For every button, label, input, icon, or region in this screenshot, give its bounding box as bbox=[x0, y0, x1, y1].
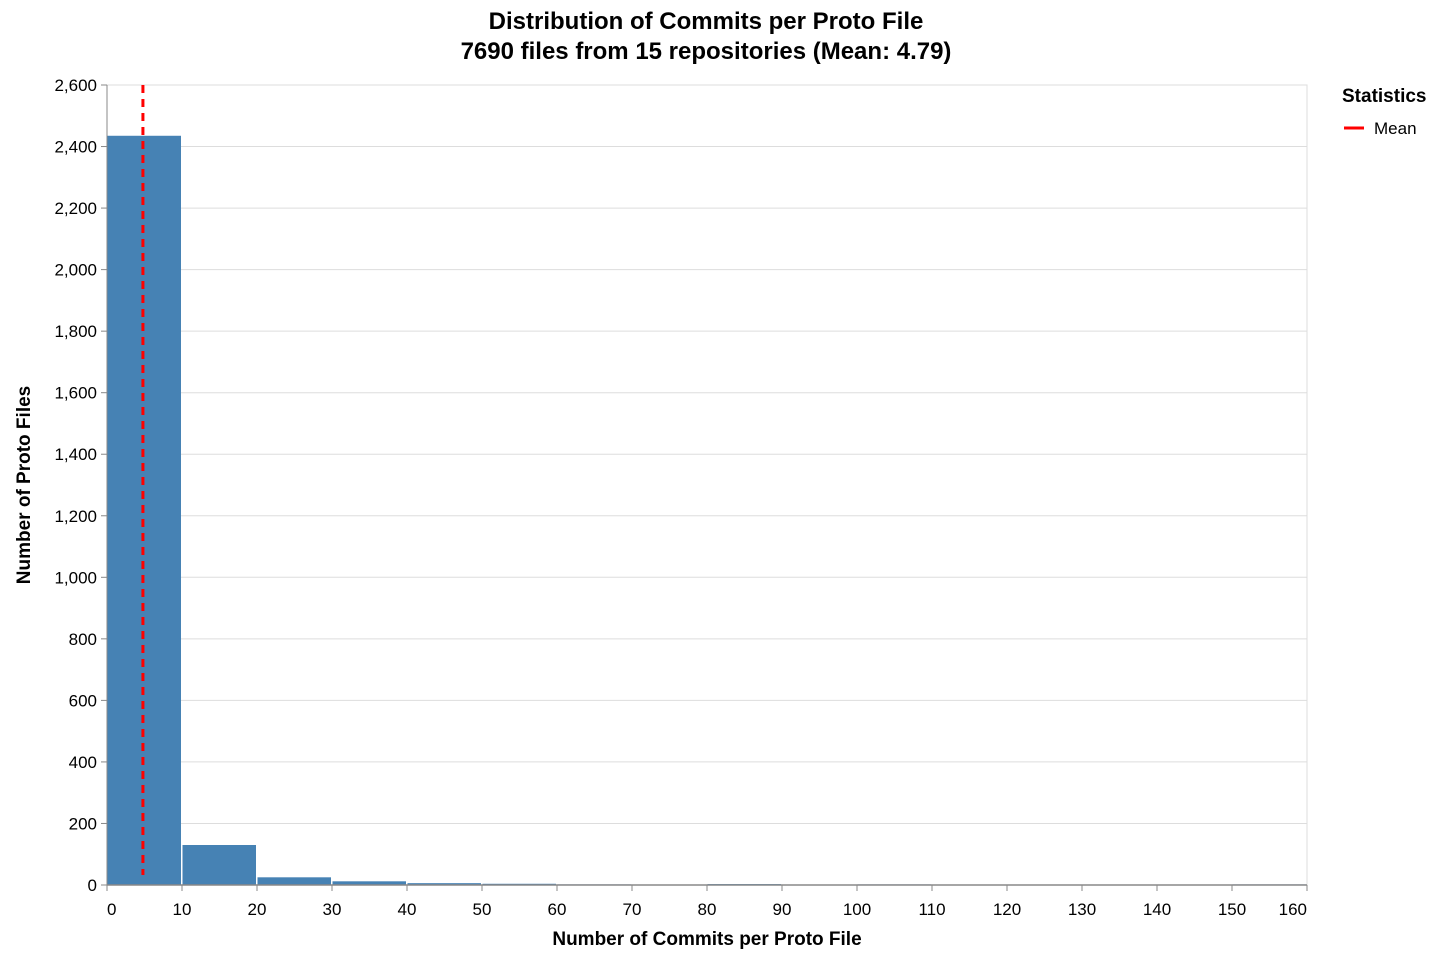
legend-mean-label: Mean bbox=[1374, 119, 1417, 138]
y-tick-label: 200 bbox=[69, 814, 97, 833]
x-tick-label: 50 bbox=[473, 900, 492, 919]
y-tick-label: 1,400 bbox=[54, 445, 97, 464]
legend: Statistics Mean bbox=[1342, 86, 1426, 138]
y-axis: 0 200 400 600 800 1,000 1,200 1,400 1,600 1,800 2,… bbox=[54, 76, 108, 895]
y-tick-label: 1,000 bbox=[54, 568, 97, 587]
x-tick-label: 60 bbox=[548, 900, 567, 919]
chart-title: Distribution of Commits per Proto File bbox=[489, 8, 924, 35]
y-tick-label: 0 bbox=[88, 876, 97, 895]
x-tick-label: 120 bbox=[993, 900, 1021, 919]
x-axis-title: Number of Commits per Proto File bbox=[552, 929, 861, 950]
x-tick-label: 40 bbox=[398, 900, 417, 919]
y-tick-label: 2,000 bbox=[54, 261, 97, 280]
histogram-bars bbox=[107, 135, 1306, 885]
histogram-bar bbox=[332, 881, 406, 885]
x-axis: 0 10 20 30 40 50 60 70 80 90 100 110 120 130 140 150 160 bbox=[106, 884, 1308, 919]
x-tick-label: 30 bbox=[323, 900, 342, 919]
histogram-bar bbox=[257, 877, 331, 885]
plot-area: 02004006008001,0001,2001,4001,6001,8002,… bbox=[54, 76, 1308, 919]
x-tick-label: 140 bbox=[1143, 900, 1171, 919]
x-tick-label: 160 bbox=[1279, 900, 1307, 919]
y-tick-label: 400 bbox=[69, 753, 97, 772]
y-tick-label: 600 bbox=[69, 691, 97, 710]
x-tick-label: 10 bbox=[173, 900, 192, 919]
chart-subtitle: 7690 files from 15 repositories (Mean: 4… bbox=[461, 38, 952, 65]
x-tick-label: 100 bbox=[843, 900, 871, 919]
x-tick-label: 90 bbox=[773, 900, 792, 919]
x-tick-label: 110 bbox=[918, 900, 945, 919]
histogram-bar bbox=[407, 883, 481, 885]
x-tick-label: 80 bbox=[698, 900, 717, 919]
y-tick-label: 2,400 bbox=[54, 138, 97, 157]
y-tick-label: 2,200 bbox=[54, 199, 97, 218]
x-tick-label: 20 bbox=[248, 900, 267, 919]
legend-title: Statistics bbox=[1342, 86, 1426, 107]
y-tick-label: 1,200 bbox=[54, 507, 97, 526]
histogram-bar bbox=[182, 845, 256, 885]
y-tick-label: 2,600 bbox=[54, 76, 97, 95]
y-tick-label: 1,600 bbox=[54, 384, 97, 403]
x-tick-label: 0 bbox=[107, 900, 116, 919]
y-tick-label: 1,800 bbox=[54, 322, 97, 341]
plot-frame bbox=[106, 84, 1308, 886]
y-tick-label: 800 bbox=[69, 630, 97, 649]
y-axis-title: Number of Proto Files bbox=[14, 386, 35, 584]
grid-lines bbox=[107, 84, 1307, 824]
x-tick-label: 150 bbox=[1218, 900, 1246, 919]
x-tick-label: 70 bbox=[623, 900, 642, 919]
x-tick-label: 130 bbox=[1068, 900, 1096, 919]
